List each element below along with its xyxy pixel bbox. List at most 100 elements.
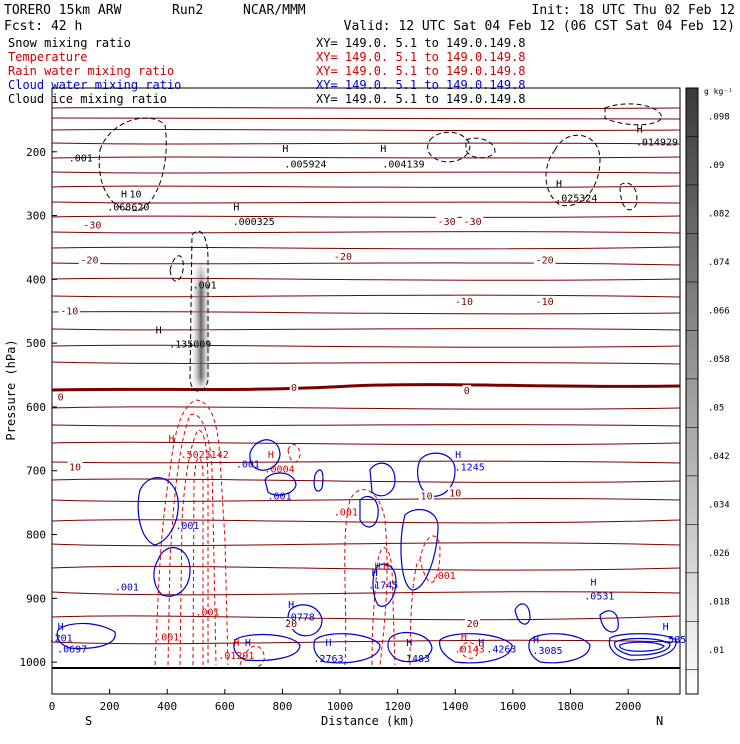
rain-label: .001 <box>432 571 456 582</box>
rain-label: H <box>268 450 274 461</box>
colorbar-tick-label: .042 <box>708 452 730 462</box>
colorbar-tick-label: .098 <box>708 113 730 123</box>
y-tick-label: 800 <box>26 529 46 542</box>
cloud-water-label: .1745 <box>368 581 398 592</box>
rain-label: .001 <box>334 507 358 518</box>
rain-label: .0004 <box>265 465 295 476</box>
org-label: NCAR/MMM <box>243 3 306 18</box>
x-axis-label: Distance (km) <box>321 714 415 728</box>
temperature-label-bg <box>465 618 481 630</box>
rain-label: .001 <box>196 608 220 619</box>
x-tick-label: 1200 <box>384 700 411 713</box>
cloud-water-label: .1245 <box>455 463 485 474</box>
rain-label: H <box>233 638 239 649</box>
rain-label: .5023142 <box>181 450 229 461</box>
cloud-water-labels: H .1245 .001 .001 .001 .001 H .1745 H .0778 H .0531… <box>49 450 693 665</box>
temperature-label: 0 <box>464 386 470 397</box>
rain-label: .01291 <box>218 651 254 662</box>
cloud-water-label: H <box>58 622 64 633</box>
cloud-ice-label: H <box>233 202 239 213</box>
cloud-water-label: .001 <box>115 583 139 594</box>
temperature-label-bg <box>67 461 83 473</box>
cloud-water-label: .4263 <box>486 645 516 656</box>
plot-frame <box>51 87 681 695</box>
cloud-ice-label: H <box>121 190 127 201</box>
x-tick-label: 1800 <box>557 700 584 713</box>
y-tick-label: 500 <box>26 337 46 350</box>
cloud-water-label: .001 <box>175 521 199 532</box>
temperature-label: -30 <box>438 217 456 228</box>
y-tick-label: 200 <box>26 146 46 159</box>
colorbar-unit: g kg⁻¹ <box>704 87 733 96</box>
cloud-water-label: .001 <box>236 460 260 471</box>
cloud-ice-label: H <box>637 125 643 136</box>
colorbar-tick-label: .09 <box>708 161 724 171</box>
cloud-ice-label: .001 <box>193 280 217 291</box>
cloud-water-contours <box>56 439 677 664</box>
legend-temperature-xy: XY= 149.0. 5.1 to 149.0.149.8 <box>316 50 526 64</box>
temperature-label: -10 <box>60 306 78 317</box>
temperature-label-bg <box>78 254 101 266</box>
rain-label: .0143 <box>455 645 485 656</box>
rain-contours <box>154 399 479 669</box>
y-axis-label: Pressure (hPa) <box>4 339 18 440</box>
cloud-water-label: .001 <box>268 491 292 502</box>
init-time: Init: 18 UTC Thu 02 Feb 12 <box>532 3 736 18</box>
y-axis-ticks: 200 300 400 500 600 700 800 900 1000 <box>20 146 57 669</box>
legend: Snow mixing ratio XY= 149.0. 5.1 to 149.… <box>8 36 526 106</box>
temperature-label: -30 <box>83 220 101 231</box>
cloud-ice-label: .005924 <box>284 160 326 171</box>
temperature-label-bg <box>447 487 463 499</box>
forecast-hour: Fcst: 42 h <box>4 19 82 34</box>
temperature-label: 10 <box>420 491 432 502</box>
cloud-water-label: .2763 <box>313 654 343 665</box>
cloud-water-label: H <box>533 635 539 646</box>
colorbar: .098 .09 .082 .074 .066 .058 .05 .042 .034 .026 .0… <box>685 87 733 695</box>
legend-cloud-water: Cloud water mixing ratio <box>8 78 181 92</box>
legend-snow-xy: XY= 149.0. 5.1 to 149.0.149.8 <box>316 36 526 50</box>
colorbar-tick-label: .01 <box>708 646 724 656</box>
cloud-water-label: .0531 <box>584 592 614 603</box>
cloud-water-label: H <box>455 450 461 461</box>
temperature-label: 10 <box>69 463 81 474</box>
rain-label: H <box>375 562 381 573</box>
rain-label: H <box>383 562 389 573</box>
legend-rain-xy: XY= 149.0. 5.1 to 149.0.149.8 <box>316 64 526 78</box>
legend-snow: Snow mixing ratio <box>8 36 131 50</box>
colorbar-tick-label: .05 <box>708 403 724 413</box>
legend-cloud-ice-xy: XY= 149.0. 5.1 to 149.0.149.8 <box>316 92 526 106</box>
colorbar-tick-label: .034 <box>708 500 730 510</box>
y-tick-label: 300 <box>26 210 46 223</box>
x-end-right: N <box>656 714 663 728</box>
valid-time: Valid: 12 UTC Sat 04 Feb 12 (06 CST Sat … <box>344 19 735 34</box>
cloud-ice-label: .025324 <box>555 194 597 205</box>
x-end-left: S <box>85 714 92 728</box>
legend-cloud-ice: Cloud ice mixing ratio <box>8 92 167 106</box>
model-title: TORERO 15km ARW <box>4 3 122 18</box>
temperature-label: 10 <box>449 488 461 499</box>
temperature-label-bg <box>283 618 299 630</box>
legend-temperature: Temperature <box>8 50 87 64</box>
cloud-water-label: H <box>288 600 294 611</box>
cloud-water-label: H <box>326 638 332 649</box>
temperature-label: -10 <box>455 297 473 308</box>
cloud-water-label: H <box>245 638 251 649</box>
temperature-label: 20 <box>285 619 297 630</box>
cloud-ice-label: .068620 <box>107 202 149 213</box>
temperature-label-bg <box>332 251 354 263</box>
run-label: Run2 <box>172 3 203 18</box>
cloud-ice-label: .001 <box>69 153 93 164</box>
x-tick-label: 400 <box>157 700 177 713</box>
y-tick-label: 400 <box>26 273 46 286</box>
x-tick-label: 1600 <box>500 700 527 713</box>
temperature-label-bg <box>435 216 458 228</box>
x-axis-ticks: 0 200 400 600 800 1000 1200 1400 1600 1800 2000 <box>49 689 641 713</box>
cloud-water-label: .201 <box>49 634 73 645</box>
x-tick-label: 1400 <box>442 700 469 713</box>
x-tick-label: 1000 <box>327 700 354 713</box>
x-tick-label: 200 <box>100 700 120 713</box>
cloud-water-label: .0778 <box>285 613 315 624</box>
